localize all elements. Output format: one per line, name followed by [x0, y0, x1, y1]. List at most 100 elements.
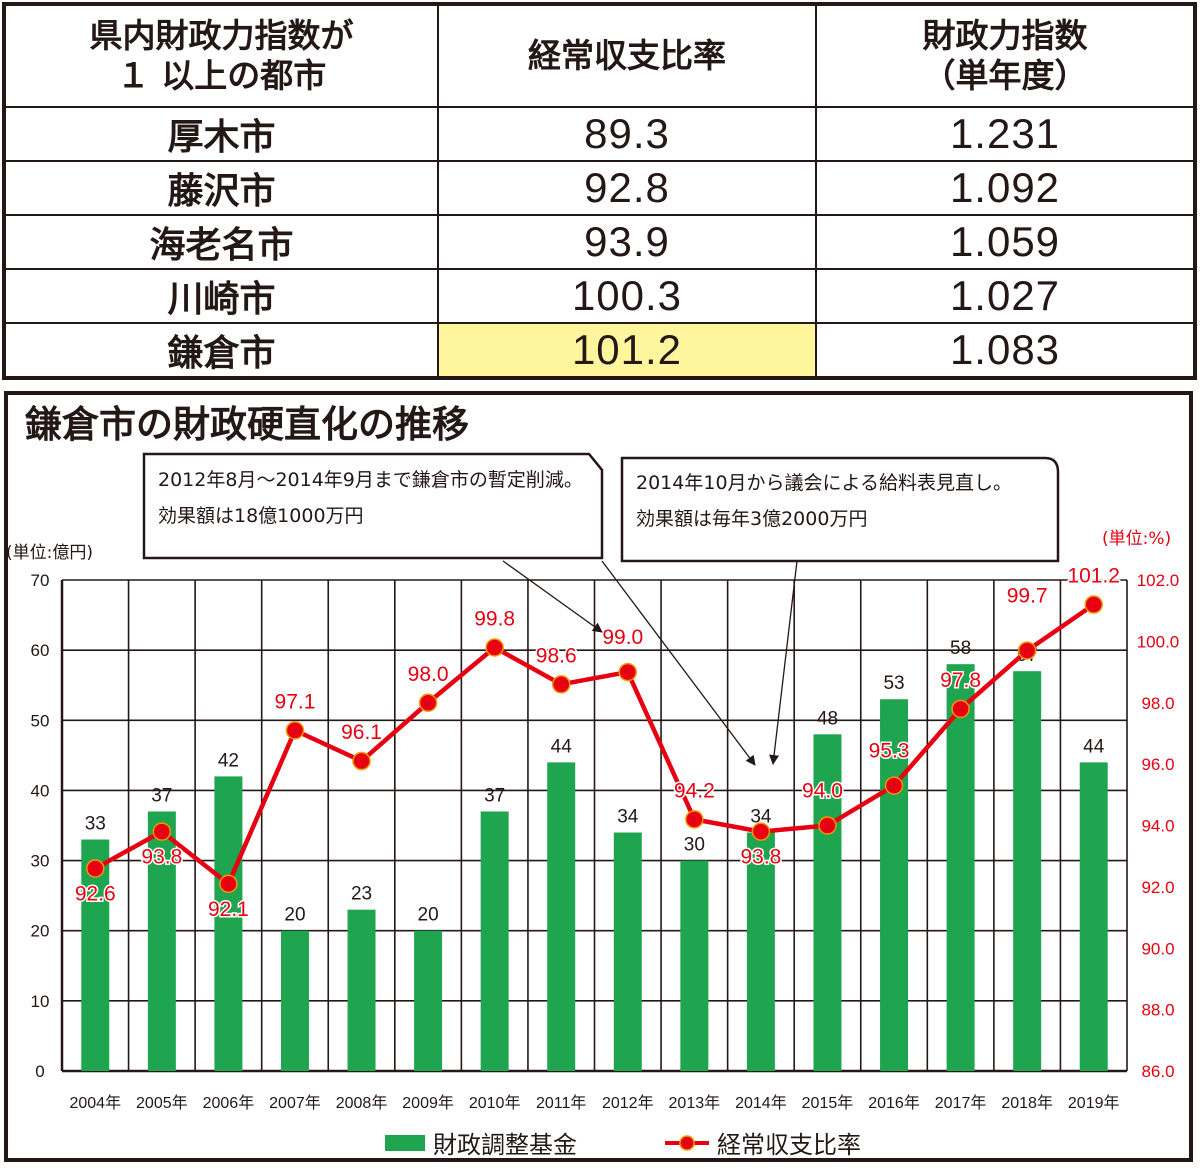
callout1-line2: 効果額は18億1000万円 — [158, 505, 364, 527]
ratio-marker — [951, 699, 970, 719]
callout2-line2: 効果額は毎年3億2000万円 — [636, 508, 868, 530]
city-cell: 藤沢市 — [3, 160, 439, 216]
callout-salary-review: 2014年10月から議会による給料表見直し。 効果額は毎年3億2000万円 — [624, 459, 1056, 543]
fiscal-index-table: 県内財政力指数が １ 以上の都市 経常収支比率 財政力指数 （単年度） 厚木市 … — [2, 2, 1197, 380]
legend-item-bar: 財政調整基金 — [385, 1125, 577, 1160]
legend-bar-label: 財政調整基金 — [433, 1131, 577, 1159]
callout2-line1: 2014年10月から議会による給料表見直し。 — [636, 472, 1012, 494]
x-tick-label: 2017年 — [935, 1094, 987, 1112]
ratio-marker — [751, 822, 771, 841]
city-cell: 海老名市 — [3, 214, 439, 270]
ratio-value-label: 95.3 — [869, 740, 910, 763]
callout-box-2 — [620, 456, 1060, 563]
left-axis-unit: (単位:億円) — [6, 543, 93, 563]
header-index-line2: （単年度） — [922, 56, 1088, 95]
city-cell: 鎌倉市 — [3, 322, 439, 379]
callout-temporary-cut: 2012年8月～2014年9月まで鎌倉市の暫定削減。 効果額は18億1000万円 — [146, 456, 601, 540]
y-tick-label: 0 — [35, 1062, 44, 1081]
ratio-value-label: 94.0 — [802, 780, 843, 803]
bar-value-label: 20 — [418, 905, 439, 926]
line-value-labels: 92.6 93.8 92.1 97.1 96.1 98.0 99.8 98.6 99.0 94.2… — [73, 563, 1121, 922]
legend-item-line: 経常収支比率 — [665, 1125, 861, 1160]
ratio-value-label: 98.0 — [408, 663, 449, 686]
x-tick-label: 2010年 — [469, 1094, 521, 1112]
y-tick-label: 30 — [31, 852, 50, 871]
callout1-line1: 2012年8月～2014年9月まで鎌倉市の暫定削減。 — [158, 469, 583, 491]
bar — [613, 832, 642, 1071]
bar — [880, 699, 909, 1071]
table-row: 藤沢市 92.8 1.092 — [3, 160, 1196, 216]
ratio-cell: 93.9 — [437, 214, 817, 270]
bar-value-label: 44 — [1083, 736, 1105, 757]
left-y-axis: 0 10 20 30 40 50 60 70 — [31, 571, 50, 1081]
ratio-marker — [485, 638, 504, 657]
y-tick-label: 70 — [31, 571, 50, 590]
ratio-value-label: 97.1 — [275, 690, 316, 713]
x-tick-label: 2014年 — [735, 1094, 787, 1112]
y2-tick-label: 92.0 — [1141, 878, 1174, 897]
bar-value-label: 42 — [218, 750, 239, 771]
ratio-marker — [352, 751, 371, 771]
table-header-row: 県内財政力指数が １ 以上の都市 経常収支比率 財政力指数 （単年度） — [3, 3, 1196, 108]
table-row: 海老名市 93.9 1.059 — [3, 214, 1196, 270]
index-cell: 1.083 — [815, 322, 1196, 379]
y-tick-label: 10 — [31, 992, 50, 1011]
bar — [680, 860, 709, 1071]
ratio-value-label: 99.0 — [602, 626, 643, 649]
ratio-marker — [86, 859, 105, 878]
table-row-highlighted: 鎌倉市 101.2 1.083 — [3, 322, 1196, 379]
header-index: 財政力指数 （単年度） — [815, 3, 1196, 108]
ratio-value-label: 92.1 — [208, 898, 249, 921]
bar — [81, 839, 110, 1071]
ratio-cell-highlighted: 101.2 — [437, 322, 817, 379]
bar — [480, 811, 509, 1071]
ratio-value-label: 98.6 — [536, 644, 577, 667]
ratio-value-label: 99.7 — [1007, 585, 1048, 608]
bar — [414, 930, 443, 1071]
bar — [547, 762, 576, 1071]
fiscal-index-table-section: 県内財政力指数が １ 以上の都市 経常収支比率 財政力指数 （単年度） 厚木市 … — [0, 0, 1200, 380]
bar-value-label: 58 — [950, 638, 971, 659]
bar-value-label: 48 — [817, 708, 838, 729]
city-cell: 厚木市 — [3, 106, 439, 162]
index-cell: 1.231 — [815, 106, 1196, 162]
city-cell: 川崎市 — [3, 268, 439, 324]
ratio-marker — [152, 822, 172, 841]
header-city-line2: １ 以上の都市 — [116, 56, 327, 95]
table-row: 川崎市 100.3 1.027 — [3, 268, 1196, 324]
y2-tick-label: 94.0 — [1141, 817, 1174, 836]
bar-value-label: 33 — [85, 814, 106, 835]
bar-series-fiscal-fund — [81, 664, 1108, 1071]
y2-tick-label: 96.0 — [1141, 755, 1174, 774]
x-tick-label: 2015年 — [802, 1094, 854, 1112]
x-tick-label: 2012年 — [602, 1094, 654, 1112]
legend-bar-swatch-icon — [385, 1134, 425, 1151]
y2-tick-label: 90.0 — [1141, 939, 1174, 958]
arrow-callout1-to-2012 — [502, 560, 603, 633]
ratio-cell: 89.3 — [437, 106, 817, 162]
bar — [280, 930, 309, 1071]
y2-tick-label: 102.0 — [1137, 571, 1180, 590]
y2-tick-label: 86.0 — [1141, 1062, 1174, 1081]
ratio-cell: 92.8 — [437, 160, 817, 216]
x-tick-label: 2007年 — [269, 1094, 321, 1112]
ratio-marker — [1084, 595, 1103, 614]
bar-value-label: 34 — [617, 807, 639, 828]
y2-tick-label: 98.0 — [1141, 694, 1174, 713]
bar-value-label: 20 — [284, 905, 305, 926]
ratio-marker — [818, 816, 837, 835]
bar — [946, 664, 975, 1071]
x-tick-label: 2004年 — [69, 1094, 121, 1112]
y-tick-label: 40 — [31, 781, 50, 800]
ratio-marker — [551, 675, 571, 694]
legend-line-marker-icon — [665, 1134, 709, 1151]
header-index-line1: 財政力指数 — [922, 16, 1088, 55]
y2-tick-label: 100.0 — [1137, 632, 1180, 651]
y-tick-label: 20 — [31, 922, 50, 941]
ratio-value-label: 99.8 — [474, 608, 515, 631]
line-series-ratio — [86, 595, 1103, 894]
x-tick-label: 2009年 — [402, 1094, 454, 1112]
header-city: 県内財政力指数が １ 以上の都市 — [3, 3, 439, 108]
bar — [1079, 762, 1108, 1071]
